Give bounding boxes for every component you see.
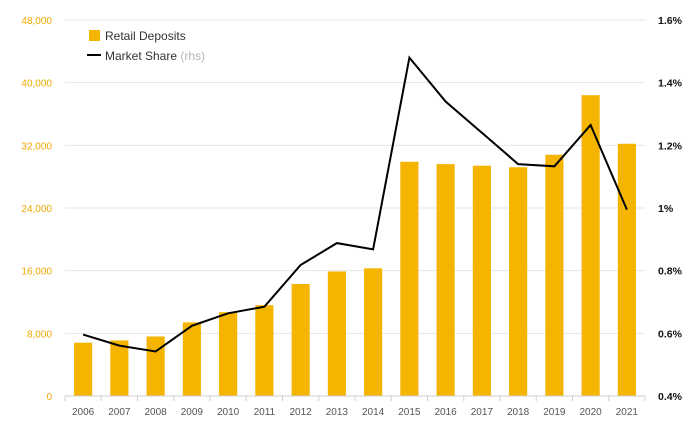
bar-retail-deposits bbox=[581, 95, 600, 396]
y-left-tick-label: 16,000 bbox=[21, 267, 52, 278]
bar-retail-deposits bbox=[436, 164, 455, 396]
y-right-tick-label: 1% bbox=[658, 203, 674, 215]
bar-retail-deposits bbox=[509, 167, 528, 396]
x-tick-label: 2014 bbox=[362, 407, 385, 418]
y-right-tick-label: 1.6% bbox=[658, 15, 683, 27]
x-tick-label: 2008 bbox=[145, 407, 168, 418]
x-tick-label: 2017 bbox=[471, 407, 494, 418]
x-tick-label: 2016 bbox=[435, 407, 458, 418]
x-tick-label: 2018 bbox=[507, 407, 530, 418]
bar-retail-deposits bbox=[74, 342, 93, 396]
x-tick-label: 2012 bbox=[290, 407, 313, 418]
legend-label-market-share: Market Share (rhs) bbox=[105, 49, 205, 63]
bar-retail-deposits bbox=[617, 143, 636, 396]
x-tick-label: 2011 bbox=[254, 407, 276, 418]
bar-retail-deposits bbox=[182, 322, 201, 396]
bar-retail-deposits bbox=[327, 271, 346, 396]
legend-label-retail-deposits: Retail Deposits bbox=[105, 29, 186, 43]
x-tick-label: 2019 bbox=[543, 407, 566, 418]
x-tick-label: 2013 bbox=[326, 407, 349, 418]
bar-retail-deposits bbox=[364, 268, 383, 396]
line-market-share bbox=[82, 55, 628, 353]
bar-retail-deposits bbox=[219, 312, 238, 396]
x-tick-label: 2015 bbox=[398, 407, 421, 418]
x-tick-label: 2007 bbox=[108, 407, 131, 418]
bar-retail-deposits bbox=[291, 283, 310, 396]
y-left-tick-label: 24,000 bbox=[21, 204, 52, 215]
x-tick-label: 2020 bbox=[580, 407, 603, 418]
bar-retail-deposits bbox=[255, 305, 274, 396]
y-left-tick-label: 0 bbox=[46, 392, 52, 403]
bar-retail-deposits bbox=[146, 336, 165, 396]
y-right-tick-label: 0.8% bbox=[658, 266, 683, 278]
bar-retail-deposits bbox=[110, 340, 129, 396]
legend-label-rhs-suffix: (rhs) bbox=[180, 49, 205, 63]
y-left-tick-label: 40,000 bbox=[21, 79, 52, 90]
x-tick-label: 2009 bbox=[181, 407, 204, 418]
y-left-tick-label: 8,000 bbox=[27, 329, 52, 340]
bar-retail-deposits bbox=[472, 165, 491, 396]
y-left-tick-label: 32,000 bbox=[21, 141, 52, 152]
legend-swatch-retail-deposits bbox=[89, 30, 100, 41]
x-tick-label: 2006 bbox=[72, 407, 95, 418]
legend-label-market-share-name: Market Share bbox=[105, 49, 177, 63]
bar-retail-deposits bbox=[400, 161, 419, 396]
x-tick-label: 2021 bbox=[616, 407, 639, 418]
x-tick-label: 2010 bbox=[217, 407, 240, 418]
bar-retail-deposits bbox=[545, 154, 564, 396]
y-right-tick-label: 0.6% bbox=[658, 328, 683, 340]
y-left-tick-label: 48,000 bbox=[21, 16, 52, 27]
y-right-tick-label: 1.4% bbox=[658, 78, 683, 90]
y-right-tick-label: 1.2% bbox=[658, 140, 683, 152]
y-right-tick-label: 0.4% bbox=[658, 391, 683, 403]
